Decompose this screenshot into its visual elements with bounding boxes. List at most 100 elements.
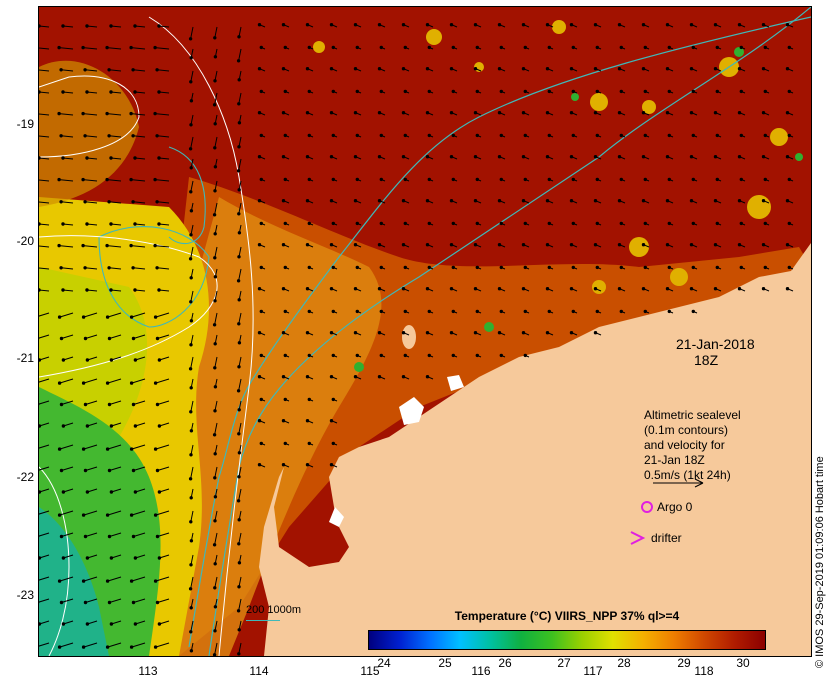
velocity-arrow-head xyxy=(155,266,159,270)
velocity-arrow-head xyxy=(593,67,598,71)
velocity-arrow-head xyxy=(109,288,113,292)
velocity-arrow-head xyxy=(109,622,114,626)
velocity-arrow-head xyxy=(188,587,193,591)
velocity-arrow-head xyxy=(523,89,527,94)
velocity-arrow-head xyxy=(521,67,526,71)
velocity-arrow-head xyxy=(523,265,527,270)
velocity-arrow-head xyxy=(355,89,359,94)
velocity-arrow-head xyxy=(83,134,87,138)
velocity-arrow-head xyxy=(353,23,358,27)
velocity-arrow-head xyxy=(787,265,791,270)
velocity-arrow-head xyxy=(787,89,791,94)
velocity-arrow xyxy=(59,47,74,50)
velocity-arrow-head xyxy=(761,243,766,247)
velocity-arrow-head xyxy=(425,155,430,159)
velocity-arrow-head xyxy=(85,490,90,494)
velocity-arrow-head xyxy=(353,67,358,71)
velocity-arrow-head xyxy=(667,133,671,138)
velocity-arrow-head xyxy=(189,410,193,414)
velocity-arrow-head xyxy=(57,381,62,385)
velocity-arrow-head xyxy=(425,243,430,247)
velocity-arrow-head xyxy=(61,358,66,362)
velocity-arrow-head xyxy=(401,331,406,335)
velocity-arrow-head xyxy=(131,600,136,605)
sst-map xyxy=(39,7,811,656)
velocity-arrow-head xyxy=(427,45,431,50)
velocity-arrow-head xyxy=(237,408,241,412)
velocity-arrow-head xyxy=(257,243,262,247)
velocity-arrow-head xyxy=(133,222,137,226)
velocity-arrow-head xyxy=(131,534,136,539)
velocity-arrow xyxy=(39,267,50,270)
velocity-arrow-head xyxy=(59,600,64,605)
velocity-arrow xyxy=(157,466,170,471)
velocity-arrow-head xyxy=(57,111,61,116)
velocity-arrow-head xyxy=(499,221,503,226)
velocity-arrow-head xyxy=(189,190,193,194)
velocity-arrow-head xyxy=(237,628,241,632)
velocity-arrow-head xyxy=(475,177,479,182)
velocity-arrow xyxy=(85,69,98,72)
velocity-arrow-head xyxy=(473,111,478,115)
velocity-arrow xyxy=(39,378,50,383)
velocity-arrow-head xyxy=(236,59,241,63)
velocity-arrow-head xyxy=(355,221,359,226)
velocity-arrow-head xyxy=(571,133,575,138)
velocity-arrow-head xyxy=(403,89,407,94)
velocity-arrow-head xyxy=(307,177,311,182)
velocity-arrow-head xyxy=(283,441,288,446)
velocity-arrow-head xyxy=(281,23,286,27)
velocity-arrow-head xyxy=(547,221,551,226)
velocity-arrow-head xyxy=(213,519,217,523)
velocity-arrow xyxy=(85,267,98,270)
velocity-arrow-head xyxy=(785,199,790,203)
velocity-arrow-head xyxy=(212,433,217,437)
island xyxy=(402,325,416,349)
velocity-arrow xyxy=(39,47,50,50)
velocity-arrow-head xyxy=(237,341,242,345)
velocity-arrow-head xyxy=(237,365,241,369)
velocity-arrow-head xyxy=(237,585,241,589)
velocity-arrow-head xyxy=(105,243,109,248)
velocity-arrow-head xyxy=(617,67,622,71)
velocity-arrow-head xyxy=(427,177,431,182)
velocity-arrow xyxy=(214,202,218,215)
velocity-arrow-head xyxy=(785,243,790,247)
velocity-arrow-head xyxy=(593,287,598,291)
velocity-arrow-head xyxy=(129,243,133,248)
velocity-arrow xyxy=(85,466,98,471)
lon-tick-label: 114 xyxy=(249,664,269,678)
ocean-yellow-north xyxy=(39,60,139,207)
velocity-arrow-head xyxy=(497,67,502,71)
colorbar-tick: 30 xyxy=(736,656,750,670)
velocity-arrow-head xyxy=(425,287,430,291)
velocity-arrow-head xyxy=(107,200,111,204)
velocity-arrow-head xyxy=(739,221,743,226)
velocity-arrow xyxy=(238,642,242,654)
velocity-arrow-head xyxy=(107,468,112,473)
velocity-arrow xyxy=(59,576,74,582)
velocity-arrow-head xyxy=(237,121,242,125)
velocity-arrow-head xyxy=(377,67,382,71)
velocity-arrow xyxy=(61,267,74,270)
velocity-arrow-head xyxy=(105,381,110,385)
velocity-arrow-head xyxy=(213,36,217,40)
velocity-arrow-head xyxy=(281,243,286,247)
velocity-arrow-head xyxy=(713,243,718,247)
velocity-arrow-head xyxy=(257,419,262,423)
velocity-arrow-head xyxy=(257,199,262,203)
velocity-arrow xyxy=(109,201,122,204)
velocity-arrow-head xyxy=(401,199,406,203)
velocity-arrow xyxy=(83,444,98,450)
lat-tick-label: -21 xyxy=(16,351,34,365)
velocity-arrow-head xyxy=(213,342,217,346)
velocity-arrow-head xyxy=(403,221,407,226)
velocity-arrow-head xyxy=(257,463,262,467)
velocity-arrow-head xyxy=(305,111,310,115)
velocity-arrow-head xyxy=(259,177,264,182)
velocity-arrow-head xyxy=(571,309,575,314)
velocity-arrow xyxy=(155,312,170,318)
velocity-arrow xyxy=(157,135,170,138)
velocity-arrow-head xyxy=(377,23,382,27)
velocity-arrow-head xyxy=(449,287,454,291)
